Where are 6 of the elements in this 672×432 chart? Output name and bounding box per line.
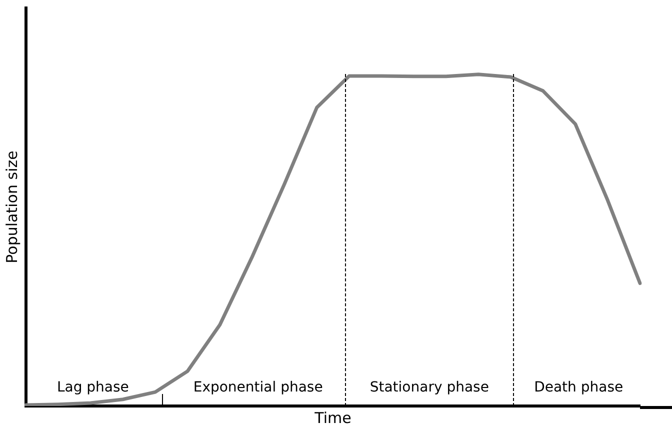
- y-axis-title: Population size: [2, 150, 21, 264]
- annotation: Death phase: [534, 380, 624, 396]
- x-axis-title: Time: [314, 408, 352, 427]
- annotation: Lag phase: [56, 380, 129, 396]
- annotation: Stationary phase: [370, 380, 489, 396]
- annotation: Exponential phase: [193, 380, 323, 396]
